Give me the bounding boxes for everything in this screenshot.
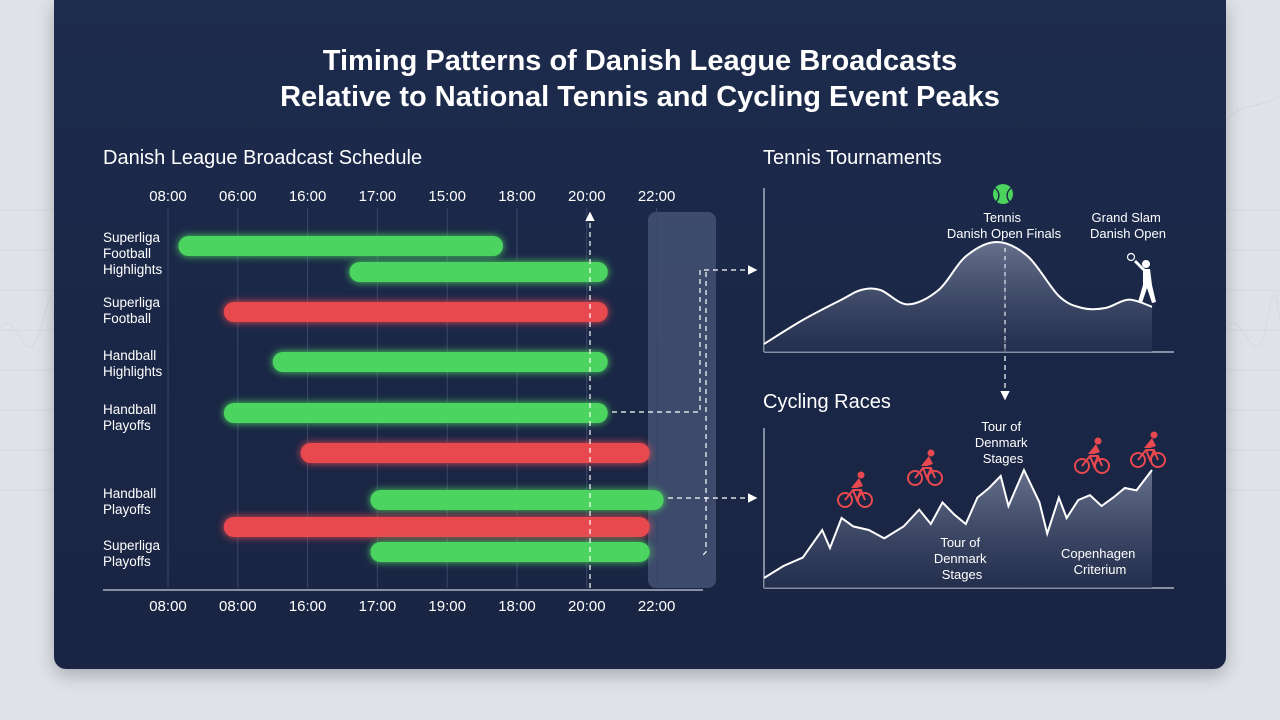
gantt-row-labels: Superliga Football Highlights Superliga Foot…	[103, 230, 163, 569]
highlight-broadcast-bar	[272, 352, 608, 372]
tennis-area	[764, 242, 1152, 352]
highlight-broadcast-bar	[370, 542, 650, 562]
gantt-top-tick: 16:00	[289, 188, 327, 205]
cycling-chart: Tour of Denmark Stages Tour of Denmark S…	[763, 419, 1174, 589]
cyclist-icon	[1074, 437, 1110, 474]
title-line-1: Timing Patterns of Danish League Broadca…	[322, 45, 958, 77]
cycling-annotation-2: Tour of Denmark Stages	[934, 535, 990, 582]
gantt-bottom-tick: 22:00	[638, 598, 676, 615]
gantt-top-tick: 20:00	[568, 188, 606, 205]
cycling-area	[764, 470, 1152, 588]
gantt-top-tick: 06:00	[219, 188, 257, 205]
gantt-row-label: Handball Playoffs	[103, 486, 156, 517]
gantt-row-label: Handball Highlights	[103, 348, 163, 379]
gantt-bars	[178, 236, 664, 562]
tennis-line	[763, 240, 1153, 345]
gantt-row-label: Superliga Football Highlights	[103, 230, 163, 277]
gantt-bottom-tick: 19:00	[428, 598, 466, 615]
title-line-2: Relative to National Tennis and Cycling …	[280, 81, 1000, 113]
tennis-annotation-1: Tennis Danish Open Finals	[947, 210, 1062, 241]
cycling-annotation-3: Copenhagen Criterium	[1061, 546, 1139, 577]
gantt-row-label: Handball Playoffs	[103, 402, 156, 433]
page-title: Timing Patterns of Danish League Broadca…	[54, 43, 1226, 115]
cycling-chart-title: Cycling Races	[763, 391, 891, 413]
highlight-broadcast-bar	[349, 262, 608, 282]
gantt-bottom-tick-labels: 08:00 08:00 16:00 17:00 19:00 18:00 20:00 22:00	[149, 598, 675, 615]
cycling-line	[763, 467, 1153, 579]
gantt-bottom-tick: 08:00	[149, 598, 187, 615]
cyclist-icons	[837, 431, 1166, 508]
gantt-top-tick: 08:00	[149, 188, 187, 205]
gantt-bottom-tick: 18:00	[498, 598, 536, 615]
gantt-bottom-tick: 17:00	[359, 598, 397, 615]
gantt-top-tick: 22:00	[638, 188, 676, 205]
gantt-bottom-tick: 16:00	[289, 598, 327, 615]
cyclist-icon	[907, 449, 943, 486]
broadcast-schedule-chart: 08:00 06:00 16:00 17:00 15:00 18:00 20:00 22:00…	[103, 188, 703, 615]
tennis-ball-icon	[993, 184, 1013, 204]
highlight-broadcast-bar	[178, 236, 504, 256]
highlight-broadcast-bar	[370, 490, 664, 510]
time-highlight-panel	[648, 212, 716, 588]
gantt-row-label: Superliga Football	[103, 295, 161, 326]
gantt-row-label: Superliga Playoffs	[103, 538, 161, 569]
tennis-chart: Tennis Danish Open Finals Grand Slam Dan…	[763, 184, 1174, 353]
gantt-top-tick: 15:00	[428, 188, 466, 205]
connector-side	[701, 272, 707, 557]
cyclist-icon	[837, 471, 873, 508]
gantt-bottom-tick: 08:00	[219, 598, 257, 615]
tennis-chart-title: Tennis Tournaments	[763, 147, 942, 169]
live-broadcast-bar	[300, 443, 650, 463]
tennis-annotation-2: Grand Slam Danish Open	[1090, 210, 1166, 241]
live-broadcast-bar	[223, 302, 608, 322]
cycling-annotation-1: Tour of Denmark Stages	[975, 419, 1031, 466]
gantt-top-tick: 18:00	[498, 188, 536, 205]
gantt-top-tick-labels: 08:00 06:00 16:00 17:00 15:00 18:00 20:00 22:00	[149, 188, 675, 205]
highlight-broadcast-bar	[223, 403, 608, 423]
schedule-chart-title: Danish League Broadcast Schedule	[103, 147, 423, 169]
cyclist-icon	[1130, 431, 1166, 468]
gantt-top-tick: 17:00	[359, 188, 397, 205]
tennis-player-icon	[1126, 252, 1156, 303]
live-broadcast-bar	[223, 517, 650, 537]
gantt-bottom-tick: 20:00	[568, 598, 606, 615]
